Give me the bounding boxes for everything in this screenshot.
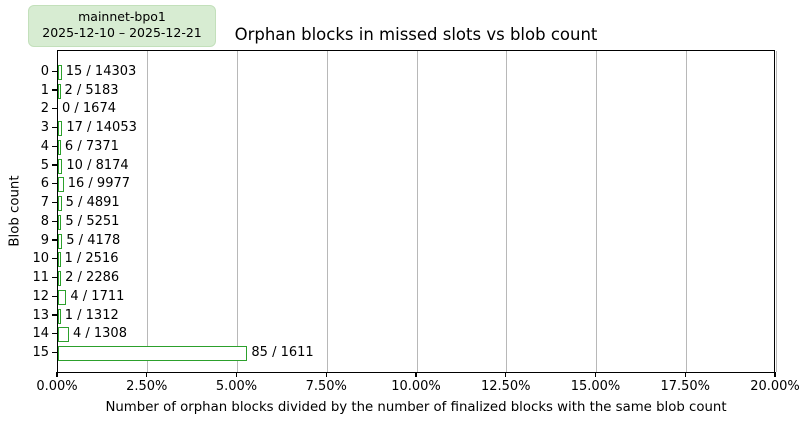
chart-title: Orphan blocks in missed slots vs blob co… <box>234 25 598 44</box>
bar <box>58 177 64 193</box>
bar-value-label: 16 / 9977 <box>67 176 131 192</box>
bar <box>58 327 69 343</box>
x-tick-mark <box>146 372 148 377</box>
gridline <box>775 51 777 372</box>
y-tick-mark <box>52 89 57 91</box>
bar-value-label: 15 / 14303 <box>65 63 137 79</box>
bar-value-label: 4 / 1308 <box>72 326 127 342</box>
bar-value-label: 17 / 14053 <box>66 120 137 136</box>
x-tick-label: 20.00% <box>750 379 800 394</box>
bar <box>58 252 61 268</box>
y-tick-mark <box>52 164 57 166</box>
bar-value-label: 1 / 1312 <box>64 307 119 323</box>
y-tick-label: 2 <box>40 101 49 117</box>
bar-value-label: 5 / 4178 <box>66 232 121 248</box>
gridline <box>326 51 328 372</box>
y-tick-mark <box>52 314 57 316</box>
y-tick-label: 7 <box>40 195 49 211</box>
plot-area <box>57 50 777 373</box>
gridline <box>596 51 597 372</box>
y-tick-label: 1 <box>40 82 49 98</box>
x-tick-label: 0.00% <box>36 379 78 394</box>
y-axis-label: Blob count <box>7 175 23 247</box>
badge-network-label: mainnet-bpo1 <box>78 9 166 24</box>
badge-date-range: 2025-12-10 – 2025-12-21 <box>42 25 202 41</box>
y-tick-mark <box>52 201 57 204</box>
date-range-badge: mainnet-bpo1 2025-12-10 – 2025-12-21 <box>28 5 216 47</box>
x-tick-label: 5.00% <box>215 379 258 394</box>
bar <box>58 196 62 212</box>
bar <box>58 233 63 249</box>
gridline <box>416 51 418 372</box>
bar <box>58 64 62 80</box>
gridline <box>685 51 687 372</box>
y-tick-label: 0 <box>40 63 49 79</box>
bar <box>58 289 67 305</box>
bar-value-label: 2 / 5183 <box>64 82 119 98</box>
x-tick-label: 2.50% <box>126 379 168 394</box>
x-tick-mark <box>594 372 597 377</box>
gridline <box>506 51 508 372</box>
bar-value-label: 85 / 1611 <box>251 345 314 361</box>
x-tick-label: 17.50% <box>660 379 711 394</box>
y-tick-mark <box>52 351 57 354</box>
y-tick-label: 14 <box>32 326 49 342</box>
bar <box>58 271 62 287</box>
bar-value-label: 1 / 2516 <box>64 251 119 267</box>
bar <box>58 308 61 324</box>
x-tick-mark <box>774 372 776 377</box>
y-tick-label: 5 <box>40 157 49 173</box>
bar-value-label: 0 / 1674 <box>62 101 116 117</box>
x-tick-mark <box>325 372 327 377</box>
y-tick-mark <box>52 239 57 241</box>
bar-value-label: 10 / 8174 <box>66 157 129 173</box>
bar <box>58 214 62 230</box>
y-tick-label: 4 <box>40 138 49 154</box>
x-tick-mark <box>505 372 507 377</box>
x-tick-label: 15.00% <box>570 379 621 394</box>
x-tick-mark <box>56 372 58 377</box>
bar <box>58 158 63 174</box>
bar <box>58 121 63 137</box>
gridline <box>147 51 149 372</box>
x-tick-mark <box>415 372 417 377</box>
y-tick-label: 9 <box>40 232 49 248</box>
y-tick-label: 11 <box>32 270 49 286</box>
x-tick-label: 7.50% <box>305 379 347 394</box>
y-tick-label: 10 <box>32 251 49 267</box>
y-tick-mark <box>52 333 57 335</box>
bar-value-label: 5 / 4891 <box>65 195 120 211</box>
x-tick-mark <box>684 372 686 377</box>
y-tick-mark <box>52 108 57 110</box>
y-tick-mark <box>52 145 57 147</box>
bar-value-label: 2 / 2286 <box>65 270 120 286</box>
y-tick-label: 15 <box>32 345 49 361</box>
x-axis-label: Number of orphan blocks divided by the n… <box>105 400 727 415</box>
y-tick-label: 3 <box>40 120 49 136</box>
y-tick-mark <box>52 126 57 129</box>
y-tick-mark <box>52 276 57 279</box>
y-tick-label: 12 <box>32 288 49 304</box>
y-tick-mark <box>52 70 57 72</box>
gridline <box>237 51 238 372</box>
bar-value-label: 5 / 5251 <box>65 213 120 229</box>
y-tick-mark <box>52 295 57 297</box>
y-tick-mark <box>52 183 57 185</box>
bar <box>58 139 61 155</box>
bar <box>58 346 248 362</box>
x-tick-mark <box>235 372 238 377</box>
y-tick-label: 13 <box>32 307 49 323</box>
y-tick-label: 6 <box>40 176 49 192</box>
x-tick-label: 12.50% <box>480 379 531 394</box>
bar-value-label: 4 / 1711 <box>70 288 125 304</box>
bar-value-label: 6 / 7371 <box>64 138 119 154</box>
bar <box>58 83 61 99</box>
x-tick-label: 10.00% <box>391 379 441 394</box>
y-tick-mark <box>52 220 57 222</box>
y-tick-label: 8 <box>40 213 49 229</box>
y-tick-mark <box>52 258 57 260</box>
